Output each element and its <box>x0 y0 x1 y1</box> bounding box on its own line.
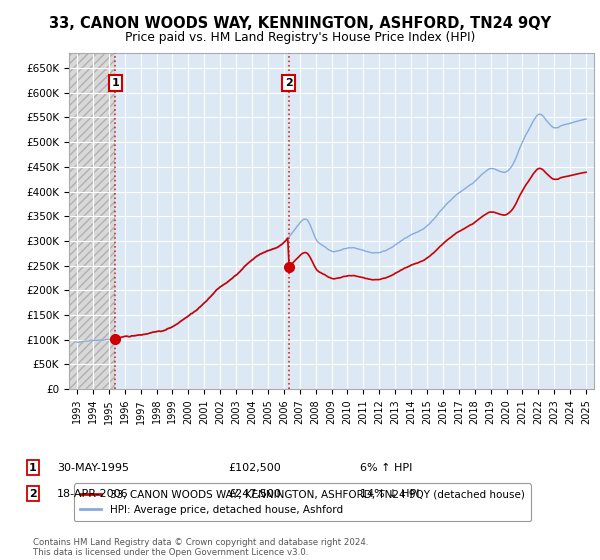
Text: 1: 1 <box>112 78 119 88</box>
Bar <box>69 53 115 389</box>
Text: 2: 2 <box>29 489 37 499</box>
Text: 33, CANON WOODS WAY, KENNINGTON, ASHFORD, TN24 9QY: 33, CANON WOODS WAY, KENNINGTON, ASHFORD… <box>49 16 551 31</box>
Text: 6% ↑ HPI: 6% ↑ HPI <box>360 463 412 473</box>
Text: 2: 2 <box>284 78 292 88</box>
Text: £247,500: £247,500 <box>228 489 281 499</box>
Text: 30-MAY-1995: 30-MAY-1995 <box>57 463 129 473</box>
Text: Contains HM Land Registry data © Crown copyright and database right 2024.
This d: Contains HM Land Registry data © Crown c… <box>33 538 368 557</box>
Text: £102,500: £102,500 <box>228 463 281 473</box>
Text: 1: 1 <box>29 463 37 473</box>
Text: Price paid vs. HM Land Registry's House Price Index (HPI): Price paid vs. HM Land Registry's House … <box>125 31 475 44</box>
Text: 14% ↓ HPI: 14% ↓ HPI <box>360 489 419 499</box>
Text: 18-APR-2006: 18-APR-2006 <box>57 489 128 499</box>
Legend: 33, CANON WOODS WAY, KENNINGTON, ASHFORD, TN24 9QY (detached house), HPI: Averag: 33, CANON WOODS WAY, KENNINGTON, ASHFORD… <box>74 483 531 521</box>
